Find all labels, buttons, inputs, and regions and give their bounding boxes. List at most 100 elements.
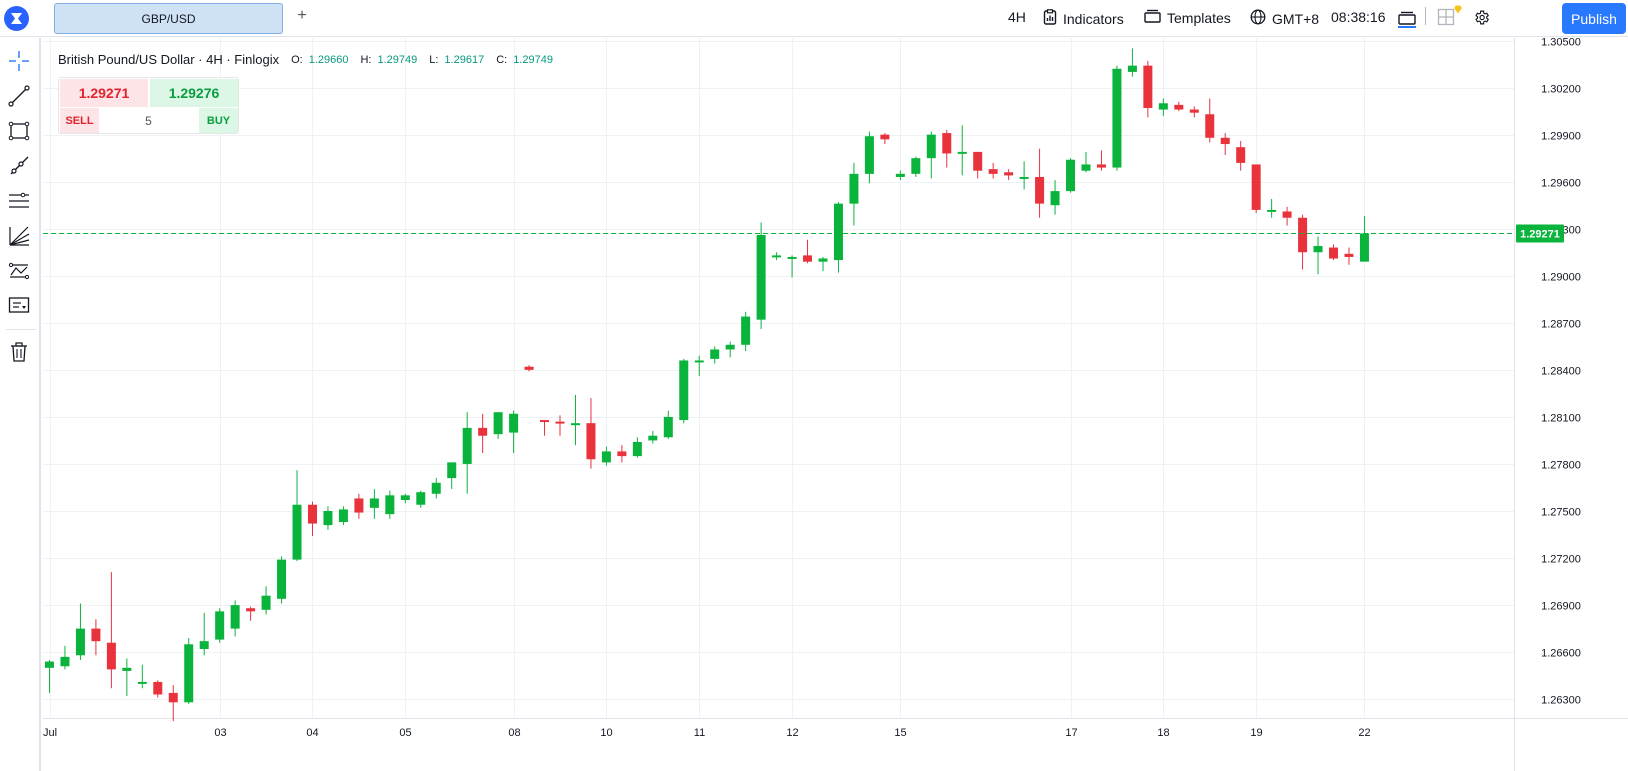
settings-button[interactable] [1473, 9, 1490, 29]
templates-button[interactable]: Templates [1144, 9, 1231, 26]
add-tab-button[interactable]: + [297, 7, 307, 24]
chart-canvas[interactable]: 1.305001.302001.299001.296001.293001.290… [43, 38, 1628, 771]
candle-body [168, 692, 178, 703]
text-note-tool[interactable] [6, 294, 32, 320]
delete-drawings-button[interactable] [6, 341, 32, 367]
time-tick-label: 22 [1358, 727, 1370, 739]
current-price-tag [1516, 224, 1564, 243]
buy-button[interactable]: BUY [199, 108, 238, 133]
candle-body [694, 360, 704, 363]
candle-body [1282, 211, 1292, 218]
candle-body [555, 421, 565, 424]
time-tick-label: 17 [1065, 727, 1077, 739]
candle-body [1344, 253, 1354, 257]
candle-body [385, 495, 395, 515]
candle-body [833, 203, 843, 261]
timeframe-button[interactable]: 4H [1008, 9, 1026, 25]
horizontal-lines-tool[interactable] [6, 190, 32, 216]
candle-body [648, 435, 658, 441]
candle-body [864, 136, 874, 174]
candle-body [354, 498, 364, 513]
fib-fan-icon [8, 225, 30, 252]
legend-close-value: 1.29749 [513, 53, 553, 66]
timezone-label: GMT+8 [1272, 10, 1320, 27]
price-tick-label: 1.28400 [1541, 366, 1581, 378]
premium-badge[interactable] [1453, 1, 1463, 17]
time-tick-label: 10 [600, 727, 612, 739]
symbol-tab[interactable]: GBP/USD [54, 3, 283, 34]
candle-body [509, 413, 519, 433]
candle-body [431, 482, 441, 494]
logo-icon[interactable] [4, 6, 29, 31]
candle-body [787, 256, 797, 259]
candle-body [1220, 137, 1230, 145]
candle-body [725, 344, 735, 350]
candle-body [137, 681, 147, 684]
buy-price-button[interactable]: 1.29276 [150, 79, 238, 107]
templates-label: Templates [1167, 9, 1231, 26]
candle-body [570, 423, 580, 426]
quantity-input[interactable]: 5 [145, 113, 152, 128]
price-tick-label: 1.26900 [1541, 601, 1581, 613]
candle-body [493, 412, 503, 435]
indicators-label: Indicators [1063, 10, 1124, 27]
layout-button[interactable] [1397, 8, 1417, 31]
candle-body [1143, 65, 1153, 108]
price-chart[interactable]: 1.305001.302001.299001.296001.293001.290… [43, 38, 1628, 771]
pattern-tool[interactable] [6, 260, 32, 286]
text-note-icon [8, 294, 30, 321]
trend-line-icon [8, 84, 30, 112]
sell-price-button[interactable]: 1.29271 [60, 79, 148, 107]
price-tick-label: 1.26300 [1541, 695, 1581, 707]
candle-body [741, 316, 751, 345]
candle-body [1004, 172, 1014, 176]
price-tick-label: 1.28700 [1541, 319, 1581, 331]
candle-body [91, 628, 101, 642]
candle-body [323, 511, 333, 526]
candle-body [803, 255, 813, 262]
rectangle-tool[interactable] [6, 120, 32, 146]
candle-body [1127, 65, 1137, 72]
grid-layout-icon [1437, 8, 1455, 29]
candle-body [663, 416, 673, 438]
candle-body [524, 366, 534, 370]
price-tick-label: 1.27800 [1541, 460, 1581, 472]
timezone-button[interactable]: GMT+8 [1250, 9, 1319, 28]
candle-body [1050, 191, 1060, 206]
price-tick-label: 1.27500 [1541, 507, 1581, 519]
candle-body [447, 462, 457, 479]
candle-body [199, 641, 209, 649]
fib-fan-tool[interactable] [6, 225, 32, 251]
ray-tool[interactable] [6, 155, 32, 181]
candle-body [122, 667, 132, 671]
candle-body [756, 235, 766, 320]
price-tick-label: 1.29600 [1541, 178, 1581, 190]
candle-body [849, 173, 859, 204]
publish-button[interactable]: Publish [1562, 3, 1626, 34]
candle-body [710, 349, 720, 359]
trash-icon [8, 341, 30, 368]
candle-body [1081, 164, 1091, 171]
candle-body [1267, 209, 1277, 212]
candle-body [184, 644, 194, 703]
horizontal-lines-icon [8, 190, 30, 217]
legend-low-label: L: [429, 53, 439, 66]
grid-layout-button[interactable] [1437, 8, 1455, 29]
candle-body [1174, 104, 1184, 110]
layers-icon [1397, 8, 1417, 31]
price-tick-label: 1.27200 [1541, 554, 1581, 566]
toolbar-divider [1425, 7, 1426, 25]
candle-body [1313, 245, 1323, 253]
candle-body [679, 360, 689, 421]
candle-body [60, 656, 70, 667]
candle-body [215, 611, 225, 640]
candle-body [1329, 247, 1339, 259]
indicators-button[interactable]: Indicators [1043, 9, 1124, 28]
candle-body [818, 258, 828, 262]
templates-icon [1144, 9, 1161, 26]
trend-line-tool[interactable] [6, 84, 32, 112]
sell-button[interactable]: SELL [60, 108, 99, 133]
crosshair-tool[interactable] [6, 50, 32, 76]
rectangle-icon [8, 120, 30, 147]
candle-body [617, 451, 627, 457]
